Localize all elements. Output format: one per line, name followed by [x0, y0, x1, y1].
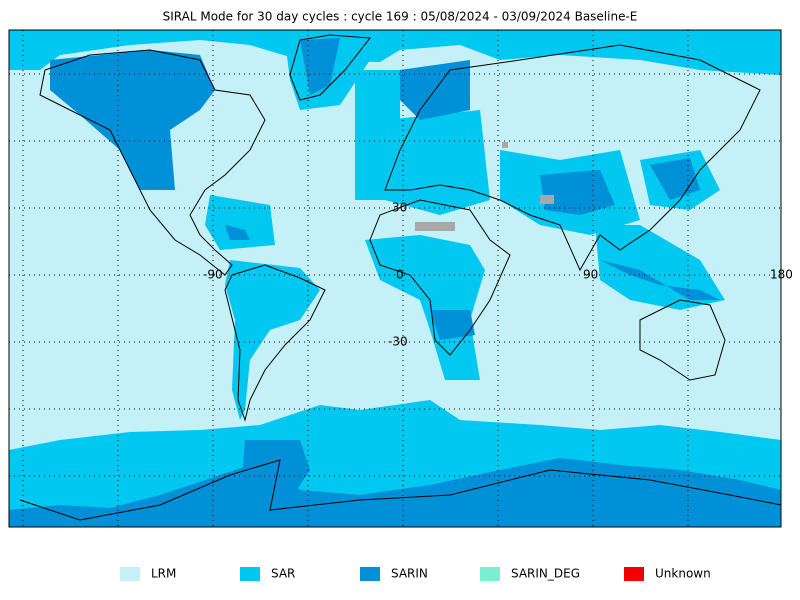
map-frame	[8, 29, 782, 528]
lon-label: -90	[203, 268, 223, 282]
coast-australia	[639, 299, 726, 381]
sar-area	[385, 110, 490, 215]
legend-label: SARIN	[391, 567, 428, 581]
sar-area	[225, 260, 320, 420]
coast-antarctica	[19, 459, 782, 521]
graticule	[9, 30, 781, 527]
legend-label: SARIN_DEG	[511, 567, 580, 581]
legend-label: Unknown	[655, 567, 711, 581]
sar-area	[9, 30, 781, 75]
legend-label: LRM	[151, 567, 176, 581]
sarin-area	[50, 50, 215, 190]
legend-swatch	[360, 567, 380, 581]
sarin-area	[240, 440, 310, 520]
coast-north-america	[39, 49, 266, 276]
sar-area	[365, 235, 485, 380]
map-title: SIRAL Mode for 30 day cycles : cycle 169…	[163, 10, 638, 24]
coast-south-america	[224, 264, 326, 422]
lon-label: 90	[583, 268, 598, 282]
sarin-area	[430, 310, 475, 340]
sarin-area	[540, 170, 615, 215]
sar-area	[205, 195, 275, 250]
lon-label: 180	[770, 268, 793, 282]
grey-patch	[415, 222, 455, 231]
grey-patch	[540, 195, 554, 204]
sarin-area	[9, 458, 781, 527]
coast-eurasia	[384, 44, 761, 272]
sarin-area	[600, 260, 720, 300]
sarin-area	[225, 225, 250, 240]
unknown-patches	[415, 142, 554, 231]
legend-swatch	[240, 567, 260, 581]
mode-regions	[9, 30, 781, 527]
legend-swatch	[120, 567, 140, 581]
legend-swatch	[480, 567, 500, 581]
lat-label: -30	[388, 335, 408, 349]
legend-swatch	[624, 567, 644, 581]
legend: LRM SAR SARIN SARIN_DEG Unknown	[120, 567, 711, 581]
sarin-area	[300, 38, 340, 95]
lat-label: 30	[392, 201, 407, 215]
grey-patch	[502, 142, 508, 148]
sar-area	[595, 225, 725, 310]
coast-greenland	[289, 34, 371, 101]
lon-label: 0	[396, 268, 404, 282]
legend-label: SAR	[271, 567, 295, 581]
